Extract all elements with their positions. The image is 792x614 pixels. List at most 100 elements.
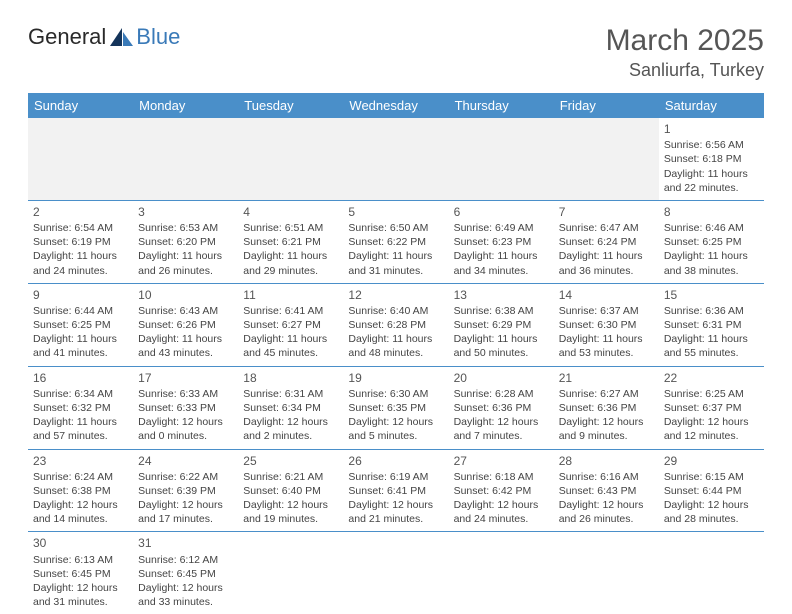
cell-line: Sunset: 6:36 PM [559,401,654,415]
calendar-cell: 6Sunrise: 6:49 AMSunset: 6:23 PMDaylight… [449,200,554,283]
calendar-cell: 20Sunrise: 6:28 AMSunset: 6:36 PMDayligh… [449,366,554,449]
calendar-cell: 28Sunrise: 6:16 AMSunset: 6:43 PMDayligh… [554,449,659,532]
calendar-cell [449,118,554,200]
cell-line: Sunset: 6:22 PM [348,235,443,249]
day-number: 21 [559,370,654,386]
calendar-cell: 5Sunrise: 6:50 AMSunset: 6:22 PMDaylight… [343,200,448,283]
calendar-row: 30Sunrise: 6:13 AMSunset: 6:45 PMDayligh… [28,532,764,614]
calendar-cell: 29Sunrise: 6:15 AMSunset: 6:44 PMDayligh… [659,449,764,532]
cell-line: and 24 minutes. [33,264,128,278]
cell-line: Sunrise: 6:19 AM [348,470,443,484]
cell-line: Daylight: 12 hours [454,415,549,429]
cell-line: Daylight: 12 hours [138,581,233,595]
day-header: Thursday [449,93,554,118]
cell-line: and 38 minutes. [664,264,759,278]
cell-line: and 31 minutes. [348,264,443,278]
cell-line: Sunset: 6:27 PM [243,318,338,332]
logo-text-1: General [28,24,106,50]
day-number: 19 [348,370,443,386]
cell-line: and 7 minutes. [454,429,549,443]
calendar-cell: 7Sunrise: 6:47 AMSunset: 6:24 PMDaylight… [554,200,659,283]
cell-line: Sunset: 6:25 PM [664,235,759,249]
cell-line: and 57 minutes. [33,429,128,443]
logo-text-2: Blue [136,24,180,50]
cell-line: and 53 minutes. [559,346,654,360]
day-number: 14 [559,287,654,303]
day-number: 5 [348,204,443,220]
cell-line: Daylight: 12 hours [559,498,654,512]
calendar-cell: 17Sunrise: 6:33 AMSunset: 6:33 PMDayligh… [133,366,238,449]
cell-line: and 36 minutes. [559,264,654,278]
cell-line: Sunrise: 6:34 AM [33,387,128,401]
cell-line: Daylight: 11 hours [454,332,549,346]
header: General Blue March 2025 Sanliurfa, Turke… [28,24,764,81]
calendar-row: 23Sunrise: 6:24 AMSunset: 6:38 PMDayligh… [28,449,764,532]
cell-line: Sunrise: 6:12 AM [138,553,233,567]
cell-line: and 48 minutes. [348,346,443,360]
cell-line: Daylight: 11 hours [348,332,443,346]
day-number: 23 [33,453,128,469]
cell-line: Sunset: 6:45 PM [33,567,128,581]
cell-line: Sunrise: 6:13 AM [33,553,128,567]
cell-line: and 19 minutes. [243,512,338,526]
day-number: 3 [138,204,233,220]
cell-line: and 26 minutes. [559,512,654,526]
cell-line: Daylight: 11 hours [33,249,128,263]
day-number: 27 [454,453,549,469]
cell-line: Daylight: 11 hours [33,415,128,429]
cell-line: Sunrise: 6:28 AM [454,387,549,401]
cell-line: Sunset: 6:19 PM [33,235,128,249]
days-of-week-row: SundayMondayTuesdayWednesdayThursdayFrid… [28,93,764,118]
day-number: 13 [454,287,549,303]
cell-line: Sunset: 6:41 PM [348,484,443,498]
cell-line: Sunrise: 6:40 AM [348,304,443,318]
cell-line: and 41 minutes. [33,346,128,360]
calendar-cell [28,118,133,200]
day-number: 30 [33,535,128,551]
calendar-cell: 22Sunrise: 6:25 AMSunset: 6:37 PMDayligh… [659,366,764,449]
location: Sanliurfa, Turkey [606,60,764,81]
cell-line: Daylight: 12 hours [664,415,759,429]
day-header: Sunday [28,93,133,118]
calendar-cell: 25Sunrise: 6:21 AMSunset: 6:40 PMDayligh… [238,449,343,532]
cell-line: Sunset: 6:39 PM [138,484,233,498]
cell-line: Sunrise: 6:27 AM [559,387,654,401]
cell-line: Sunrise: 6:21 AM [243,470,338,484]
cell-line: Daylight: 11 hours [559,332,654,346]
cell-line: Sunset: 6:30 PM [559,318,654,332]
day-number: 11 [243,287,338,303]
calendar-cell: 1Sunrise: 6:56 AMSunset: 6:18 PMDaylight… [659,118,764,200]
cell-line: Sunset: 6:42 PM [454,484,549,498]
cell-line: and 45 minutes. [243,346,338,360]
day-number: 22 [664,370,759,386]
calendar-row: 2Sunrise: 6:54 AMSunset: 6:19 PMDaylight… [28,200,764,283]
cell-line: and 0 minutes. [138,429,233,443]
calendar-cell: 30 Sunrise: 6:13 AMSunset: 6:45 PMDayligh… [28,532,133,614]
cell-line: Daylight: 12 hours [138,498,233,512]
calendar-cell: 26Sunrise: 6:19 AMSunset: 6:41 PMDayligh… [343,449,448,532]
cell-line: Sunrise: 6:44 AM [33,304,128,318]
cell-line: Daylight: 11 hours [138,249,233,263]
cell-line: Sunset: 6:35 PM [348,401,443,415]
cell-line: Sunrise: 6:36 AM [664,304,759,318]
cell-line: Sunset: 6:24 PM [559,235,654,249]
cell-line: Sunset: 6:23 PM [454,235,549,249]
calendar-cell: 15Sunrise: 6:36 AMSunset: 6:31 PMDayligh… [659,283,764,366]
cell-line: Daylight: 12 hours [243,498,338,512]
calendar-cell [343,118,448,200]
day-number: 25 [243,453,338,469]
cell-line: Daylight: 12 hours [243,415,338,429]
cell-line: Sunset: 6:43 PM [559,484,654,498]
calendar-cell [238,532,343,614]
day-number: 2 [33,204,128,220]
cell-line: Daylight: 12 hours [454,498,549,512]
cell-line: Sunrise: 6:31 AM [243,387,338,401]
cell-line: Daylight: 12 hours [33,581,128,595]
cell-line: and 43 minutes. [138,346,233,360]
cell-line: Sunset: 6:34 PM [243,401,338,415]
calendar-cell [238,118,343,200]
calendar-cell: 2Sunrise: 6:54 AMSunset: 6:19 PMDaylight… [28,200,133,283]
cell-line: Daylight: 11 hours [243,332,338,346]
cell-line: Daylight: 11 hours [454,249,549,263]
cell-line: Sunrise: 6:25 AM [664,387,759,401]
